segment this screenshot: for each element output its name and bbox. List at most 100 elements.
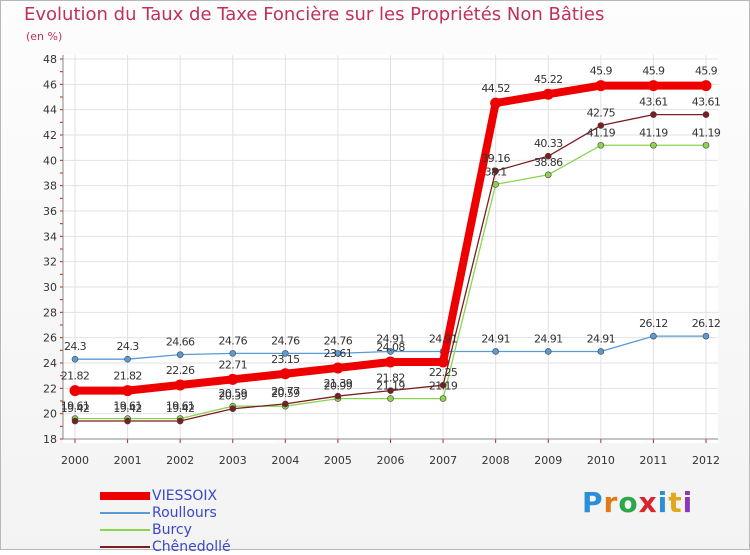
x-tick-label: 2001 xyxy=(114,454,142,467)
data-point xyxy=(542,88,554,100)
legend-swatch xyxy=(100,545,150,548)
data-label: 40.33 xyxy=(534,137,563,150)
data-label: 38.1 xyxy=(485,165,507,178)
legend-swatch xyxy=(100,491,150,500)
data-label: 20.99 xyxy=(324,380,353,393)
data-point xyxy=(174,379,186,391)
x-tick-label: 2004 xyxy=(271,454,299,467)
x-tick-label: 2010 xyxy=(587,454,615,467)
data-point xyxy=(282,350,289,357)
y-tick-label: 30 xyxy=(43,281,57,294)
data-point xyxy=(492,167,499,175)
data-label: 24.91 xyxy=(429,332,458,345)
y-tick-label: 28 xyxy=(43,306,57,319)
x-tick-label: 2003 xyxy=(219,454,247,467)
proxiti-logo: Proxiti xyxy=(582,486,693,519)
data-point xyxy=(334,392,342,400)
data-label: 38.86 xyxy=(534,156,563,169)
data-label: 19.42 xyxy=(61,402,90,415)
data-label: 24.76 xyxy=(324,334,353,347)
data-point xyxy=(227,373,239,385)
y-tick-label: 24 xyxy=(43,357,57,370)
logo-letter: i xyxy=(682,486,694,519)
x-tick-label: 2002 xyxy=(166,454,194,467)
data-point xyxy=(387,395,394,402)
data-label: 20.59 xyxy=(219,387,248,400)
data-point xyxy=(492,348,499,355)
y-tick-label: 46 xyxy=(43,78,57,91)
data-label: 23.61 xyxy=(324,347,353,360)
data-label: 44.52 xyxy=(481,82,510,95)
data-label: 21.19 xyxy=(429,380,458,393)
data-point xyxy=(544,348,552,355)
data-label: 41.19 xyxy=(692,126,721,139)
data-label: 24.76 xyxy=(271,334,300,347)
logo-letter: o xyxy=(618,486,639,519)
x-tick-label: 2012 xyxy=(692,454,720,467)
data-point xyxy=(492,181,499,188)
y-tick-label: 42 xyxy=(43,129,57,142)
x-tick-label: 2000 xyxy=(61,454,89,467)
data-point xyxy=(650,332,657,340)
data-point xyxy=(385,356,396,368)
data-point xyxy=(700,80,712,92)
data-point xyxy=(647,80,659,92)
data-label: 26.12 xyxy=(639,317,668,330)
data-point xyxy=(229,350,237,357)
x-tick-label: 2008 xyxy=(482,454,510,467)
data-point xyxy=(650,141,657,149)
y-tick-label: 34 xyxy=(43,230,57,243)
y-tick-label: 26 xyxy=(43,332,57,345)
data-label: 19.42 xyxy=(166,402,195,415)
y-tick-label: 32 xyxy=(43,256,57,269)
data-label: 24.3 xyxy=(117,340,140,353)
data-point xyxy=(702,111,710,118)
data-label: 20.59 xyxy=(271,387,300,400)
data-label: 26.12 xyxy=(692,317,721,330)
data-label: 19.61 xyxy=(113,400,142,413)
data-point xyxy=(332,362,344,374)
data-point xyxy=(387,387,394,394)
data-point xyxy=(597,122,605,129)
data-label: 23.15 xyxy=(271,353,300,366)
x-tick-label: 2007 xyxy=(429,454,457,467)
data-label: 24.91 xyxy=(481,332,510,345)
data-point xyxy=(544,152,552,160)
data-point xyxy=(71,417,79,425)
x-tick-label: 2006 xyxy=(377,454,405,467)
data-label: 21.19 xyxy=(376,380,405,393)
data-point xyxy=(69,385,81,397)
data-label: 45.9 xyxy=(642,65,665,78)
data-label: 42.75 xyxy=(587,107,616,120)
data-label: 24.3 xyxy=(64,340,87,353)
data-point xyxy=(229,405,237,413)
data-point xyxy=(439,395,447,402)
x-tick-label: 2011 xyxy=(639,454,667,467)
data-point xyxy=(544,171,552,179)
y-tick-label: 48 xyxy=(43,53,57,66)
data-point xyxy=(437,356,449,368)
logo-letter: r xyxy=(603,486,619,519)
legend-label: Roullours xyxy=(152,504,217,521)
data-label: 24.08 xyxy=(376,341,405,354)
y-tick-label: 22 xyxy=(43,382,57,395)
data-label: 24.91 xyxy=(534,332,563,345)
data-label: 45.9 xyxy=(695,65,718,78)
data-point xyxy=(334,350,342,357)
data-label: 21.82 xyxy=(376,372,405,385)
data-point xyxy=(176,351,184,358)
data-label: 41.19 xyxy=(587,126,616,139)
legend-item: Burcy xyxy=(100,521,231,538)
data-label: 22.71 xyxy=(219,358,248,371)
data-label: 22.26 xyxy=(166,364,195,377)
data-label: 24.66 xyxy=(166,336,195,349)
legend-label: VIESSOIX xyxy=(152,487,218,504)
data-point xyxy=(490,97,502,109)
data-label: 20.77 xyxy=(271,385,300,398)
data-point xyxy=(122,385,134,397)
legend-item: Roullours xyxy=(100,504,231,521)
data-point xyxy=(702,141,710,149)
data-point xyxy=(595,80,607,92)
data-point xyxy=(702,332,710,340)
y-tick-label: 20 xyxy=(43,408,57,421)
